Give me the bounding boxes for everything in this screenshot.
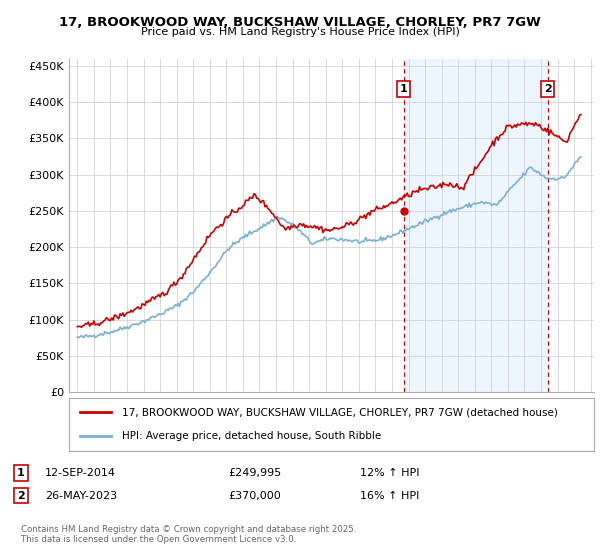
- Text: 12% ↑ HPI: 12% ↑ HPI: [360, 468, 419, 478]
- Text: 26-MAY-2023: 26-MAY-2023: [45, 491, 117, 501]
- Text: 2: 2: [544, 84, 551, 94]
- Text: £370,000: £370,000: [228, 491, 281, 501]
- Text: 1: 1: [17, 468, 25, 478]
- Text: 12-SEP-2014: 12-SEP-2014: [45, 468, 116, 478]
- Bar: [404, 59, 548, 392]
- Text: Contains HM Land Registry data © Crown copyright and database right 2025.
This d: Contains HM Land Registry data © Crown c…: [21, 525, 356, 544]
- Text: 1: 1: [400, 84, 407, 94]
- Text: £249,995: £249,995: [228, 468, 281, 478]
- Text: 17, BROOKWOOD WAY, BUCKSHAW VILLAGE, CHORLEY, PR7 7GW: 17, BROOKWOOD WAY, BUCKSHAW VILLAGE, CHO…: [59, 16, 541, 29]
- Text: Price paid vs. HM Land Registry's House Price Index (HPI): Price paid vs. HM Land Registry's House …: [140, 27, 460, 37]
- Text: 2: 2: [17, 491, 25, 501]
- Text: 17, BROOKWOOD WAY, BUCKSHAW VILLAGE, CHORLEY, PR7 7GW (detached house): 17, BROOKWOOD WAY, BUCKSHAW VILLAGE, CHO…: [121, 408, 557, 418]
- Text: 16% ↑ HPI: 16% ↑ HPI: [360, 491, 419, 501]
- Text: HPI: Average price, detached house, South Ribble: HPI: Average price, detached house, Sout…: [121, 431, 381, 441]
